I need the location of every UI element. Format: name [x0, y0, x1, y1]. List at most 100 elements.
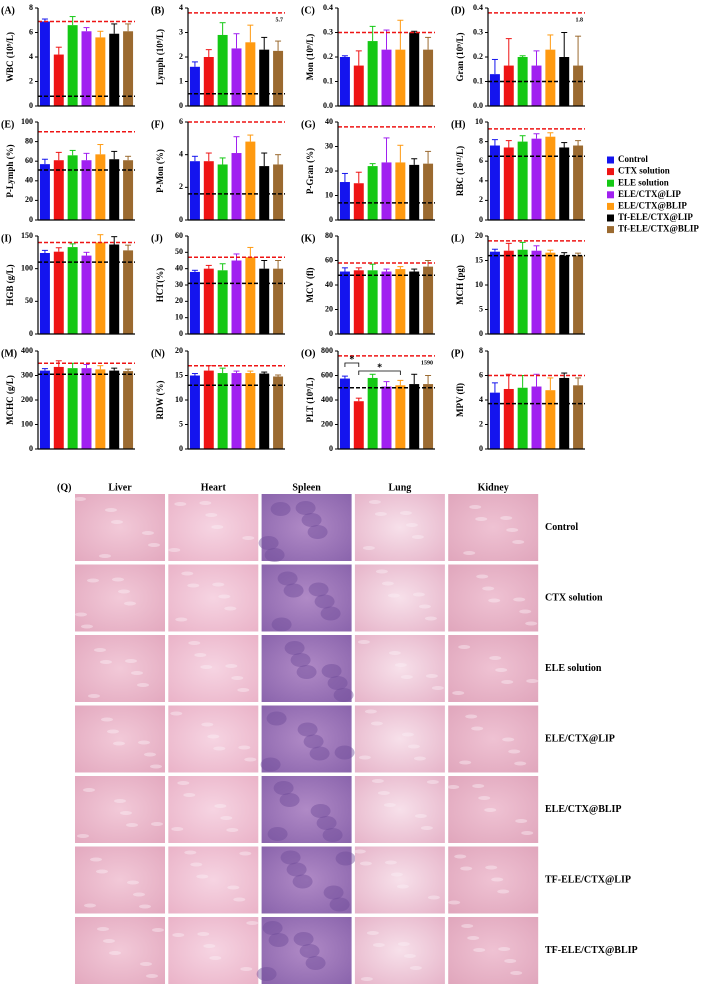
- tissue-texture: [452, 691, 465, 695]
- y-axis-label: Gran (10⁹/L): [455, 33, 465, 82]
- bar: [81, 368, 92, 449]
- y-tick-label: 4: [479, 395, 483, 404]
- bar: [531, 386, 542, 449]
- histology-image: [448, 846, 539, 914]
- bar: [231, 153, 242, 220]
- tissue-texture: [299, 944, 320, 958]
- tissue-texture: [151, 822, 163, 826]
- tissue-texture: [231, 676, 244, 680]
- tissue-texture: [495, 668, 508, 672]
- y-tick-label: 0.2: [473, 52, 483, 61]
- tissue-texture: [240, 967, 253, 971]
- tissue-texture: [171, 827, 184, 831]
- tissue-texture: [460, 866, 473, 871]
- y-tick-label: 20: [175, 296, 183, 305]
- tissue-texture: [412, 592, 425, 597]
- tissue-texture: [127, 880, 139, 885]
- row-label: TF-ELE/CTX@BLIP: [545, 945, 638, 956]
- bar: [189, 66, 200, 106]
- bar: [259, 268, 270, 334]
- tissue-texture: [364, 709, 377, 714]
- y-tick-label: 15: [175, 370, 183, 379]
- panel-label: (B): [151, 5, 164, 16]
- tissue-texture: [489, 656, 502, 660]
- panel-label: (C): [301, 5, 315, 16]
- panel-label: (G): [301, 119, 315, 130]
- tissue-texture: [510, 971, 523, 975]
- bar: [67, 155, 78, 220]
- histology-image: [75, 635, 165, 702]
- tissue-texture: [399, 511, 412, 515]
- tissue-texture: [296, 665, 317, 679]
- histology-image: [354, 917, 445, 984]
- histology-image: [354, 635, 445, 702]
- y-tick-label: 4: [29, 52, 33, 61]
- tissue-texture: [183, 793, 196, 797]
- row-label: Control: [545, 522, 578, 533]
- tissue-texture: [397, 942, 410, 946]
- bar: [273, 376, 284, 449]
- y-tick-label: 0.1: [473, 76, 483, 85]
- bar: [109, 244, 120, 334]
- y-tick-label: 20: [175, 346, 183, 355]
- bar: [109, 159, 120, 220]
- y-axis-label: P-Mon (%): [155, 149, 165, 193]
- histology-image: [448, 494, 539, 561]
- panel-label: (H): [451, 119, 465, 130]
- bar: [53, 366, 64, 449]
- tissue-texture: [458, 645, 471, 649]
- tissue-texture: [374, 512, 387, 516]
- histology-image: [75, 564, 165, 632]
- row-label: ELE/CTX@LIP: [545, 733, 615, 744]
- panel-label: (Q): [57, 482, 71, 493]
- panel-label: (J): [151, 233, 163, 244]
- tissue-texture: [133, 892, 145, 897]
- bar: [245, 257, 256, 334]
- tissue-texture: [381, 581, 394, 586]
- tissue-texture: [469, 505, 482, 509]
- bar: [559, 57, 570, 106]
- bar: [123, 371, 134, 449]
- y-tick-label: 0: [329, 444, 333, 453]
- tissue-texture: [293, 932, 314, 946]
- ref-label: 1590: [421, 360, 433, 366]
- bar: [245, 373, 256, 449]
- panel-label: (N): [151, 348, 165, 359]
- y-axis-label: HGB (g/L): [5, 264, 15, 305]
- tissue-texture: [77, 834, 89, 838]
- bar: [489, 251, 500, 334]
- bar: [245, 141, 256, 220]
- tissue-texture: [239, 851, 252, 856]
- legend-swatch: [607, 156, 614, 164]
- bar: [517, 387, 528, 449]
- bar: [67, 368, 78, 449]
- bar: [273, 164, 284, 220]
- tissue-texture: [383, 803, 396, 807]
- tissue-texture: [142, 531, 154, 535]
- bar: [517, 57, 528, 106]
- y-tick-label: 200: [321, 419, 333, 428]
- significance-bracket: [344, 362, 360, 367]
- legend-label: Control: [618, 154, 648, 164]
- tissue-texture: [292, 874, 313, 889]
- tissue-texture: [384, 860, 397, 865]
- bar: [395, 49, 406, 106]
- tissue-texture: [83, 788, 95, 792]
- tissue-texture: [366, 931, 379, 935]
- y-tick-label: 0: [179, 329, 183, 338]
- tissue-texture: [266, 711, 287, 726]
- y-tick-label: 5: [479, 304, 483, 313]
- histology-image: [261, 564, 352, 632]
- tissue-texture: [418, 604, 431, 609]
- panel-label: (M): [1, 348, 17, 359]
- bar: [353, 65, 364, 106]
- y-axis-label: P-Lymph (%): [5, 144, 15, 197]
- y-tick-label: 0: [29, 215, 33, 224]
- tissue-texture: [303, 734, 324, 749]
- y-tick-label: 6: [179, 117, 183, 126]
- tissue-texture: [297, 722, 318, 737]
- y-axis-label: MPV (fl): [455, 383, 465, 417]
- y-tick-label: 6: [479, 370, 483, 379]
- legend-label: CTX solution: [618, 166, 670, 176]
- y-tick-label: 0: [329, 329, 333, 338]
